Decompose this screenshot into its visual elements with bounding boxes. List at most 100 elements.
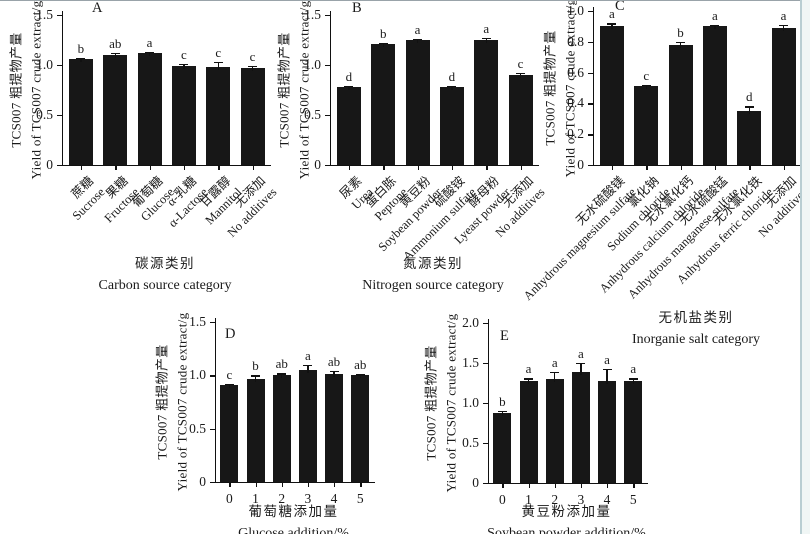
y-tick-label: 0 <box>46 157 53 172</box>
error-bar-cap <box>329 371 339 373</box>
bar <box>351 375 370 482</box>
x-tick <box>307 483 310 488</box>
y-axis-line <box>593 7 595 165</box>
x-tick <box>502 484 504 489</box>
y-tick <box>57 65 62 67</box>
error-bar-line <box>519 73 522 78</box>
x-axis-title-en: Inorganie salt category <box>631 332 761 347</box>
x-tick <box>554 484 557 489</box>
bar <box>171 66 196 165</box>
y-axis-title-en: Yield of TCS007 crude extract/g <box>296 0 311 180</box>
error-bar-cap <box>303 364 313 367</box>
error-bar-cap <box>224 383 234 386</box>
y-tick <box>483 363 488 365</box>
significance-letter: a <box>305 347 311 363</box>
y-tick-label: 0 <box>577 157 584 172</box>
y-tick-label: 1.0 <box>462 395 479 410</box>
y-axis-title-zh: TCS007 粗提物产量 <box>542 30 558 146</box>
y-tick-label: 1.5 <box>189 314 206 329</box>
error-bar-cap <box>607 23 617 25</box>
x-tick-label: 4 <box>330 491 338 506</box>
y-tick-label: 0.5 <box>304 107 321 122</box>
y-tick-label: 0.5 <box>189 420 206 436</box>
x-axis-title-zh: 黄豆粉添加量 <box>521 504 612 519</box>
y-tick-label: 1.0 <box>567 3 584 18</box>
right-border-line <box>800 0 802 534</box>
y-axis-title-en: Yield of TCS007 crude extract/g <box>28 0 43 180</box>
significance-letter: a <box>146 35 153 50</box>
y-tick <box>210 322 215 324</box>
x-tick <box>252 166 254 171</box>
error-bar-cap <box>277 373 287 375</box>
y-axis-title: TCS007 粗提物产量 Yield of TCS007 crude extrac… <box>422 314 461 493</box>
x-tick <box>680 166 682 171</box>
bar <box>137 53 162 165</box>
y-tick-label: 0.6 <box>567 64 584 80</box>
x-tick <box>383 166 385 171</box>
x-axis-line <box>330 165 539 167</box>
y-axis-title-zh: TCS007 粗提物产量 <box>154 344 170 460</box>
x-tick-label: 0 <box>226 491 233 506</box>
x-axis-line <box>62 165 271 167</box>
x-tick <box>646 166 648 171</box>
x-tick <box>520 166 522 171</box>
x-axis-title-en: Nitrogen source category <box>362 278 504 293</box>
significance-letter: a <box>604 351 610 367</box>
error-bar-line <box>251 66 254 71</box>
x-axis-title-zh: 无机盐类别 <box>658 310 734 325</box>
x-axis-title: 碳源类别 Carbon source category <box>15 252 315 294</box>
error-bar-line <box>580 363 582 375</box>
x-tick-label: 0 <box>499 492 506 507</box>
panel-b-nitrogen-source: 0 0.5 1.0 1.5 TCS007 粗提物产量 Yield of TCS007 cr… <box>268 0 548 312</box>
error-bar-cap <box>497 411 507 413</box>
y-tick-label: 2.0 <box>462 315 479 330</box>
y-tick <box>588 103 593 105</box>
bar <box>272 375 291 482</box>
x-tick <box>281 483 284 488</box>
x-tick <box>360 483 362 488</box>
error-bar-line <box>148 52 151 56</box>
bar <box>336 87 361 165</box>
significance-letter: a <box>630 361 637 377</box>
panel-letter: A <box>92 0 103 16</box>
y-tick-label: 0.5 <box>462 435 479 450</box>
x-axis-title: 葡萄糖添加量 Glucose addition/% <box>144 500 444 534</box>
y-tick <box>588 72 593 74</box>
x-tick-label: 1 <box>525 492 532 507</box>
y-tick <box>57 165 62 167</box>
y-tick-label: 1.0 <box>304 57 321 72</box>
bar <box>68 59 93 165</box>
y-tick <box>210 428 215 431</box>
error-bar-line <box>451 86 453 90</box>
error-bar-line <box>254 375 257 382</box>
significance-letter: c <box>517 56 524 71</box>
significance-letter: ab <box>109 36 122 51</box>
error-bar-line <box>554 371 556 382</box>
bar <box>571 371 590 483</box>
x-tick-label: 1 <box>252 491 259 506</box>
x-tick <box>714 166 717 171</box>
error-bar-cap <box>516 73 526 75</box>
significance-letter: a <box>525 361 532 377</box>
x-tick <box>149 166 151 171</box>
significance-letter: ab <box>327 354 341 370</box>
significance-letter: a <box>483 21 490 36</box>
y-axis-title: TCS007 粗提物产量 Yield of TCS007 crude extrac… <box>7 1 46 180</box>
error-bar-cap <box>576 363 586 365</box>
x-axis-title: 氮源类别 Nitrogen source category <box>283 252 583 294</box>
error-bar-line <box>281 373 283 379</box>
significance-letter: a <box>578 346 584 361</box>
panel-d-glucose-addition: 0 0.5 1.0 1.5 TCS007 粗提物产量 Yield of TCS007 cr… <box>150 312 430 534</box>
y-tick-label: 1.0 <box>36 57 53 72</box>
error-bar-cap <box>413 39 423 41</box>
error-bar-cap <box>248 66 258 68</box>
x-tick <box>255 483 257 488</box>
error-bar-cap <box>550 371 560 374</box>
panel-letter: D <box>225 326 236 342</box>
error-bar-cap <box>378 43 388 45</box>
significance-letter: b <box>499 394 506 409</box>
y-tick <box>588 11 593 13</box>
y-tick <box>588 134 593 136</box>
x-tick <box>783 166 785 171</box>
x-tick <box>611 166 614 171</box>
